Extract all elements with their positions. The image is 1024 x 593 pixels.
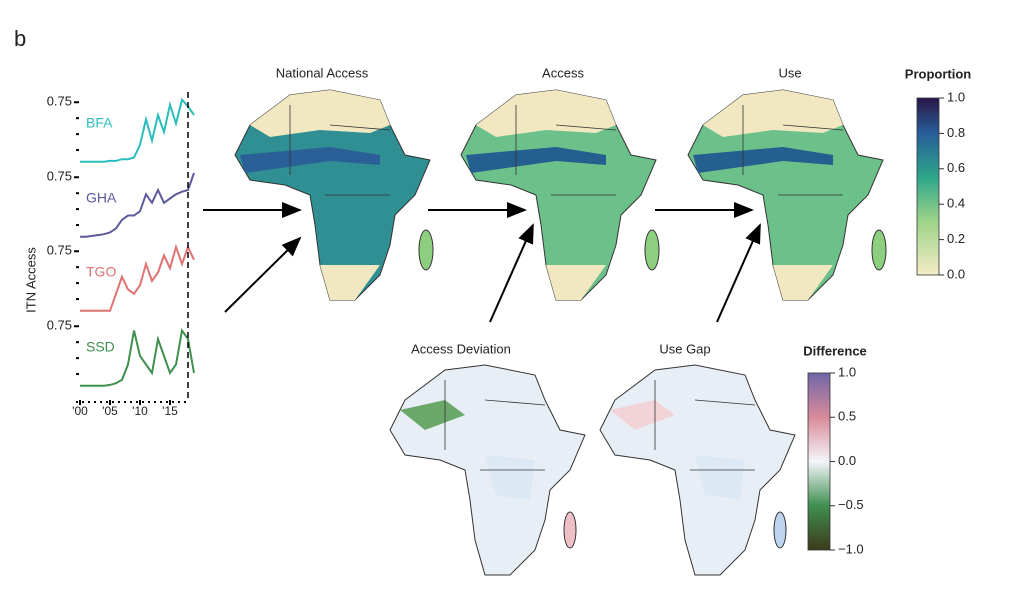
series-line bbox=[80, 327, 195, 387]
madagascar bbox=[418, 229, 434, 271]
map bbox=[389, 364, 586, 576]
panel-label: b bbox=[14, 26, 26, 51]
high-band bbox=[693, 147, 833, 173]
madagascar bbox=[871, 229, 887, 271]
x-tick-label: '00 bbox=[72, 404, 88, 418]
series-line bbox=[80, 172, 195, 238]
high-band bbox=[466, 147, 606, 173]
legend-label: TGO bbox=[86, 264, 116, 280]
colorbar-tick-label: 0.4 bbox=[947, 196, 965, 211]
colorbar-tick-label: −1.0 bbox=[838, 541, 864, 556]
deviation-region bbox=[610, 400, 675, 430]
legend-label: SSD bbox=[86, 339, 115, 355]
madagascar bbox=[563, 511, 577, 549]
x-tick-label: '05 bbox=[102, 404, 118, 418]
border bbox=[484, 399, 546, 406]
colorbar-tick-label: 0.8 bbox=[947, 125, 965, 140]
madagascar bbox=[644, 229, 660, 271]
desert-region bbox=[476, 90, 616, 137]
legend-title: Difference bbox=[803, 343, 867, 358]
deviation-region bbox=[695, 455, 745, 500]
y-tick-label: 0.75 bbox=[47, 94, 72, 109]
x-tick-label: '15 bbox=[162, 404, 178, 418]
y-tick-label: 0.75 bbox=[47, 169, 72, 184]
map bbox=[460, 89, 660, 301]
arrow bbox=[489, 223, 534, 323]
map-title: Use Gap bbox=[659, 341, 710, 356]
x-tick-label: '10 bbox=[132, 404, 148, 418]
series-line bbox=[80, 243, 195, 312]
colorbar-tick-label: 1.0 bbox=[947, 89, 965, 104]
madagascar bbox=[773, 511, 787, 549]
south-region bbox=[320, 265, 380, 300]
map-title: Access Deviation bbox=[411, 341, 511, 356]
colorbar bbox=[916, 97, 940, 276]
map bbox=[687, 89, 887, 301]
desert-region bbox=[703, 90, 843, 137]
border bbox=[782, 124, 844, 131]
arrows bbox=[203, 202, 761, 323]
map-title: National Access bbox=[276, 65, 369, 80]
map bbox=[599, 364, 796, 576]
map-title: Access bbox=[542, 65, 584, 80]
high-band bbox=[240, 147, 380, 173]
colorbar-tick-label: 0.0 bbox=[838, 453, 856, 468]
legend-label: BFA bbox=[86, 115, 113, 131]
colorbar-tick-label: 0.0 bbox=[947, 266, 965, 281]
y-tick-label: 0.75 bbox=[47, 318, 72, 333]
colorbar-tick-label: 0.2 bbox=[947, 231, 965, 246]
colorbar bbox=[807, 372, 831, 551]
y-axis-label: ITN Access bbox=[23, 247, 38, 313]
deviation-region bbox=[400, 400, 465, 430]
border bbox=[329, 124, 391, 131]
colorbar-tick-label: 0.6 bbox=[947, 160, 965, 175]
legend-title: Proportion bbox=[905, 66, 971, 81]
legend-label: GHA bbox=[86, 190, 117, 206]
colorbar-tick-label: 0.5 bbox=[838, 409, 856, 424]
arrow bbox=[224, 236, 302, 313]
map-title: Use bbox=[778, 65, 801, 80]
arrow bbox=[716, 223, 761, 323]
south-region bbox=[773, 265, 833, 300]
y-tick-label: 0.75 bbox=[47, 243, 72, 258]
series-line bbox=[80, 97, 195, 163]
south-region bbox=[546, 265, 606, 300]
colorbar-tick-label: −0.5 bbox=[838, 497, 864, 512]
colorbar-tick-label: 1.0 bbox=[838, 364, 856, 379]
deviation-region bbox=[485, 455, 535, 500]
border bbox=[694, 399, 756, 406]
border bbox=[555, 124, 617, 131]
maps: National Access Access Use Access Deviation… bbox=[234, 65, 887, 576]
map bbox=[234, 89, 434, 301]
desert-region bbox=[250, 90, 390, 137]
